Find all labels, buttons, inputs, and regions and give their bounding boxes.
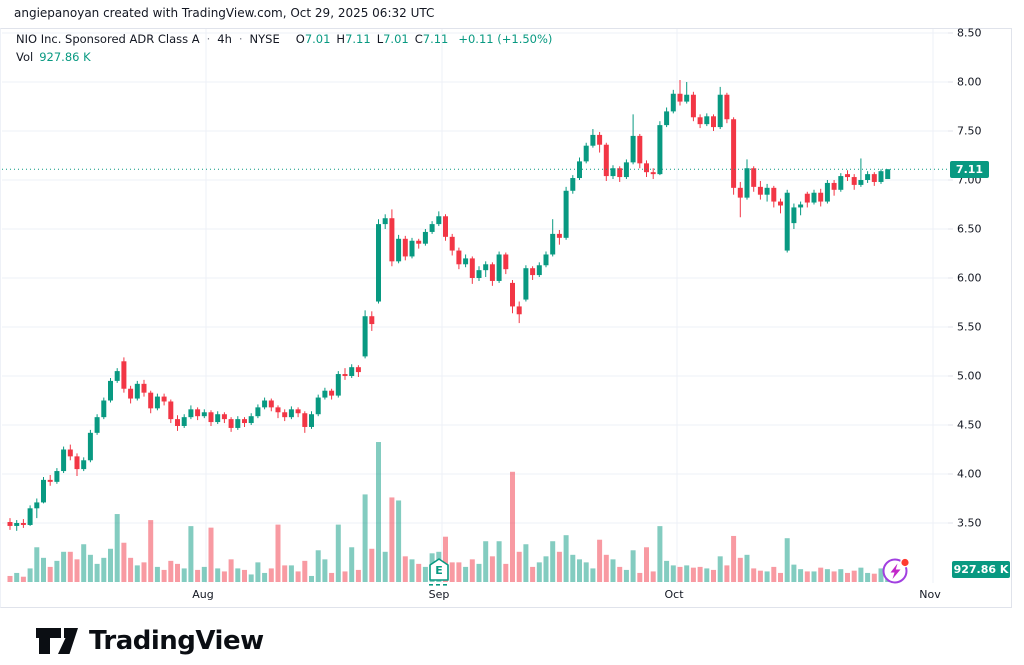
notification-dot [901, 558, 909, 567]
time-axis-label: Aug [192, 588, 214, 601]
price-axis-label: 5.50 [957, 320, 982, 334]
price-axis-label: 6.00 [957, 271, 982, 285]
earnings-letter: E [435, 564, 443, 577]
lightning-boost-icon[interactable] [880, 555, 912, 587]
tradingview-logo[interactable]: TradingView [34, 626, 264, 656]
volume-legend: Vol 927.86 K [16, 50, 91, 64]
price-axis-label: 6.50 [957, 222, 982, 236]
time-axis[interactable]: Aug Sep Oct Nov [0, 583, 1012, 608]
legend-interval[interactable]: 4h [217, 32, 232, 46]
price-axis-label: 4.00 [957, 467, 982, 481]
volume-label: Vol [16, 50, 34, 64]
legend-low: L7.01 [376, 32, 409, 46]
price-axis-label: 4.50 [957, 418, 982, 432]
last-price-badge: 7.11 [950, 160, 989, 178]
price-axis-label: 8.50 [957, 26, 982, 40]
price-axis-label: 5.00 [957, 369, 982, 383]
price-axis[interactable]: 8.50 8.00 7.50 7.00 6.50 6.00 5.50 5.00 4.50 4.00… [948, 26, 1012, 583]
legend-separator: · [238, 32, 243, 46]
price-axis-label: 8.00 [957, 75, 982, 89]
time-axis-label: Oct [664, 588, 684, 601]
earnings-icon[interactable]: E [429, 558, 449, 588]
tradingview-logo-mark [36, 628, 78, 654]
tradingview-logo-text: TradingView [89, 626, 264, 656]
legend-high: H7.11 [336, 32, 371, 46]
legend-exchange[interactable]: NYSE [249, 32, 280, 46]
time-axis-label: Nov [919, 588, 941, 601]
lightning-bolt [890, 563, 901, 579]
chart-legend: NIO Inc. Sponsored ADR Class A · 4h · NY… [16, 32, 552, 46]
volume-value: 927.86 K [39, 50, 91, 64]
attribution-text: angiepanoyan created with TradingView.co… [14, 6, 435, 20]
last-volume-badge: 927.86 K [952, 561, 1010, 578]
legend-symbol-title[interactable]: NIO Inc. Sponsored ADR Class A [16, 32, 200, 46]
price-axis-label: 7.50 [957, 124, 982, 138]
legend-close: C7.11 [414, 32, 449, 46]
legend-separator: · [206, 32, 211, 46]
legend-open: O7.01 [295, 32, 331, 46]
time-axis-label: Sep [428, 588, 450, 601]
price-axis-label: 3.50 [957, 516, 982, 530]
legend-change: +0.11 (+1.50%) [458, 32, 553, 46]
